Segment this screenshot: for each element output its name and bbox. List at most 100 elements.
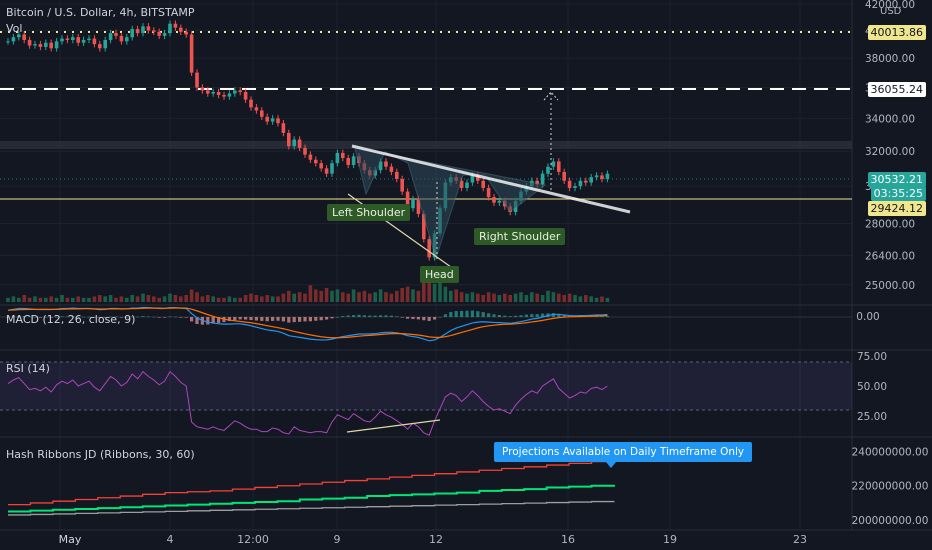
volume-bar (303, 293, 307, 302)
macd-histogram-bar (508, 316, 512, 317)
macd-histogram-bar (530, 314, 534, 317)
candle-body (44, 42, 48, 47)
volume-bar (557, 293, 561, 302)
volume-bar (249, 293, 253, 302)
price-axis-tick: 25000.00 (865, 280, 915, 292)
candle-body (125, 37, 129, 42)
candle-body (65, 38, 70, 40)
volume-bar (362, 290, 367, 302)
neckline (351, 144, 631, 214)
volume-bar (476, 293, 480, 302)
volume-bar (17, 297, 21, 302)
time-axis-tick: 12 (429, 533, 443, 546)
macd-histogram-bar (190, 317, 194, 322)
volume-bar (38, 297, 43, 302)
volume-bar (346, 293, 350, 302)
candle-body (303, 147, 307, 155)
macd-histogram-bar (519, 315, 523, 317)
candle-body (260, 110, 264, 117)
volume-bar (162, 296, 167, 302)
rsi-axis-tick: 50.00 (857, 381, 887, 393)
macd-histogram-bar (298, 317, 302, 322)
volume-bar (189, 289, 194, 302)
volume-bar (216, 297, 221, 302)
volume-bar (594, 297, 599, 302)
price-axis-tick: 28000.00 (865, 218, 915, 230)
candle-body (152, 30, 156, 32)
candle-body (605, 173, 610, 179)
candle-body (459, 180, 464, 188)
volume-bar (33, 296, 37, 302)
volume-bar (605, 297, 610, 302)
candle-body (411, 198, 415, 209)
volume-bar (395, 290, 399, 302)
candle-body (470, 175, 475, 183)
macd-histogram-bar (141, 316, 145, 317)
macd-histogram-bar (114, 316, 118, 318)
volume-bar (589, 296, 593, 302)
volume-bar (152, 296, 156, 302)
volume-bar (432, 283, 437, 302)
head-label[interactable]: Head (420, 266, 459, 283)
candle-body (168, 23, 172, 34)
candle-body (11, 37, 16, 42)
volume-bar (200, 296, 205, 302)
candle-body (189, 34, 194, 73)
candle-body (584, 180, 588, 183)
volume-bar (567, 293, 572, 302)
volume-bar (378, 289, 383, 302)
candle-body (54, 41, 59, 49)
volume-bar (470, 292, 475, 302)
hash-ribbons-title[interactable]: Hash Ribbons JD (Ribbons, 30, 60) (6, 448, 195, 461)
left-shoulder-label[interactable]: Left Shoulder (327, 204, 411, 221)
candle-body (238, 90, 242, 92)
candle-body (405, 191, 410, 209)
macd-histogram-bar (109, 316, 113, 318)
volume-bar (233, 297, 237, 302)
volume-bar (60, 295, 64, 302)
currency-label[interactable]: USD (880, 6, 902, 17)
candle-body (578, 180, 583, 187)
macd-histogram-bar (6, 317, 10, 318)
volume-bar (87, 297, 91, 302)
volume-bar (297, 292, 302, 302)
symbol-title[interactable]: Bitcoin / U.S. Dollar, 4h, BITSTAMP (6, 6, 195, 19)
macd-histogram-bar (11, 316, 15, 317)
volume-label[interactable]: Vol (6, 22, 23, 35)
macd-histogram-bar (330, 317, 334, 319)
macd-histogram-bar (92, 317, 96, 318)
volume-bar (519, 292, 523, 302)
macd-histogram-bar (287, 317, 291, 323)
candle-body (395, 171, 399, 179)
candle-body (227, 93, 232, 97)
macd-histogram-bar (55, 316, 59, 318)
candle-body (146, 26, 151, 31)
price-axis-tick: 38000.00 (865, 53, 915, 65)
macd-axis-tick: 0.00 (856, 311, 879, 323)
macd-histogram-bar (87, 316, 91, 318)
volume-bar (546, 290, 550, 302)
right-shoulder-label[interactable]: Right Shoulder (474, 228, 566, 245)
candle-body (492, 197, 496, 203)
candle-body (319, 163, 323, 169)
volume-bar (422, 274, 426, 302)
volume-bar (270, 296, 275, 302)
macd-histogram-bar (384, 315, 388, 317)
volume-bar (513, 293, 518, 302)
candle-body (173, 23, 178, 28)
volume-bar (324, 288, 329, 302)
candle-body (476, 175, 480, 181)
macd-histogram-bar (265, 317, 269, 322)
volume-bar (416, 290, 421, 302)
candle-body (33, 44, 37, 46)
macd-title[interactable]: MACD (12, 26, close, 9) (6, 313, 136, 326)
rsi-title[interactable]: RSI (14) (6, 362, 50, 375)
macd-histogram-bar (238, 317, 242, 320)
candle-body (389, 166, 394, 172)
macd-histogram-bar (76, 316, 80, 318)
macd-histogram-bar (460, 310, 464, 317)
volume-bar (135, 296, 140, 302)
volume-bar (227, 296, 232, 302)
